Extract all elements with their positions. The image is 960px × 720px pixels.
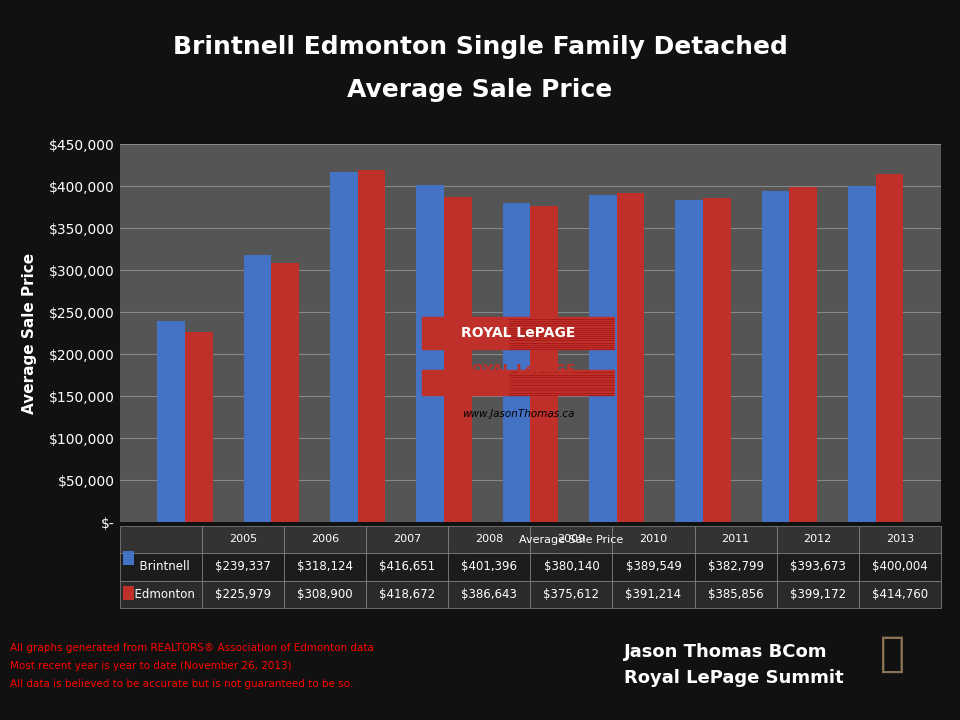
Text: All data is believed to be accurate but is not guaranteed to be so.: All data is believed to be accurate but … (10, 679, 353, 689)
Bar (789, 186, 817, 522)
Bar (422, 317, 614, 349)
Bar (703, 198, 731, 522)
Text: Average Sale Price: Average Sale Price (348, 78, 612, 102)
Bar (876, 174, 903, 522)
Text: Brintnell Edmonton Single Family Detached: Brintnell Edmonton Single Family Detache… (173, 35, 787, 59)
Bar (330, 172, 358, 522)
Bar (444, 197, 471, 522)
Bar (422, 370, 614, 395)
Bar (676, 200, 703, 522)
Bar (530, 207, 558, 522)
Text: All graphs generated from REALTORS® Association of Edmonton data: All graphs generated from REALTORS® Asso… (10, 643, 373, 653)
Bar (157, 321, 185, 522)
Text: Most recent year is year to date (November 26, 2013): Most recent year is year to date (Novemb… (10, 661, 291, 671)
Bar (589, 195, 616, 522)
Text: www.JasonThomas.ca: www.JasonThomas.ca (462, 408, 575, 418)
Bar (417, 185, 444, 522)
Bar (616, 194, 644, 522)
Text: ROYAL LePAGE: ROYAL LePAGE (461, 363, 576, 377)
Bar (503, 203, 530, 522)
Text: 👤: 👤 (880, 632, 905, 675)
Y-axis label: Average Sale Price: Average Sale Price (22, 253, 37, 413)
Bar (272, 263, 299, 522)
Bar (762, 192, 789, 522)
Bar (358, 171, 385, 522)
Bar (244, 255, 272, 522)
Text: Jason Thomas BCom: Jason Thomas BCom (624, 642, 828, 661)
X-axis label: Average Sale Price: Average Sale Price (471, 546, 589, 559)
Text: Average Sale Price: Average Sale Price (519, 535, 624, 544)
Text: ROYAL LePAGE: ROYAL LePAGE (461, 326, 576, 340)
Text: Royal LePage Summit: Royal LePage Summit (624, 670, 844, 687)
Bar (849, 186, 876, 522)
Bar (185, 332, 212, 522)
